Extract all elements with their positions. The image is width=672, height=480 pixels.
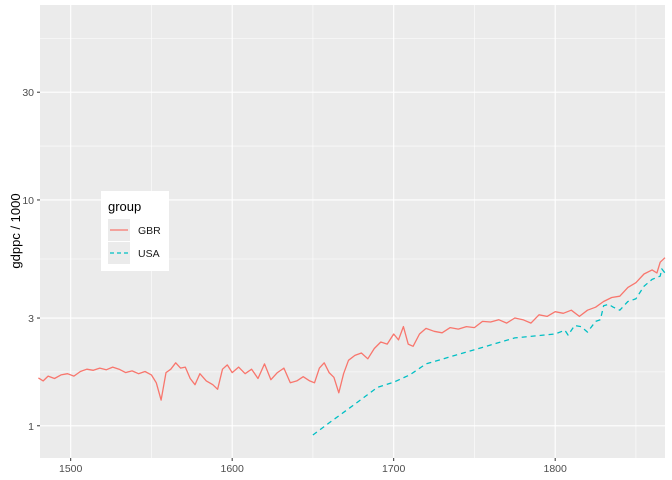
y-axis-label: gdppc / 1000 [8,193,23,268]
series-lines [38,257,666,436]
series-line-usa [312,268,666,436]
y-tick-label: 1 [28,421,34,433]
major-gridlines [40,5,665,458]
legend-title: group [108,199,141,214]
legend-label-usa: USA [138,248,160,260]
y-axis: 1 3 10 30 [22,87,40,433]
x-tick-label: 1800 [544,463,568,475]
y-tick-label: 10 [22,195,34,207]
x-tick-label: 1500 [59,463,83,475]
minor-gridlines [40,5,665,458]
x-tick-label: 1700 [382,463,406,475]
y-tick-label: 3 [28,313,34,325]
series-line-gbr [38,257,666,401]
legend: group GBR USA [101,191,169,271]
legend-label-gbr: GBR [138,225,161,237]
x-tick-label: 1600 [221,463,245,475]
x-axis: 1500 1600 1700 1800 [59,458,567,475]
y-tick-label: 30 [22,87,34,99]
